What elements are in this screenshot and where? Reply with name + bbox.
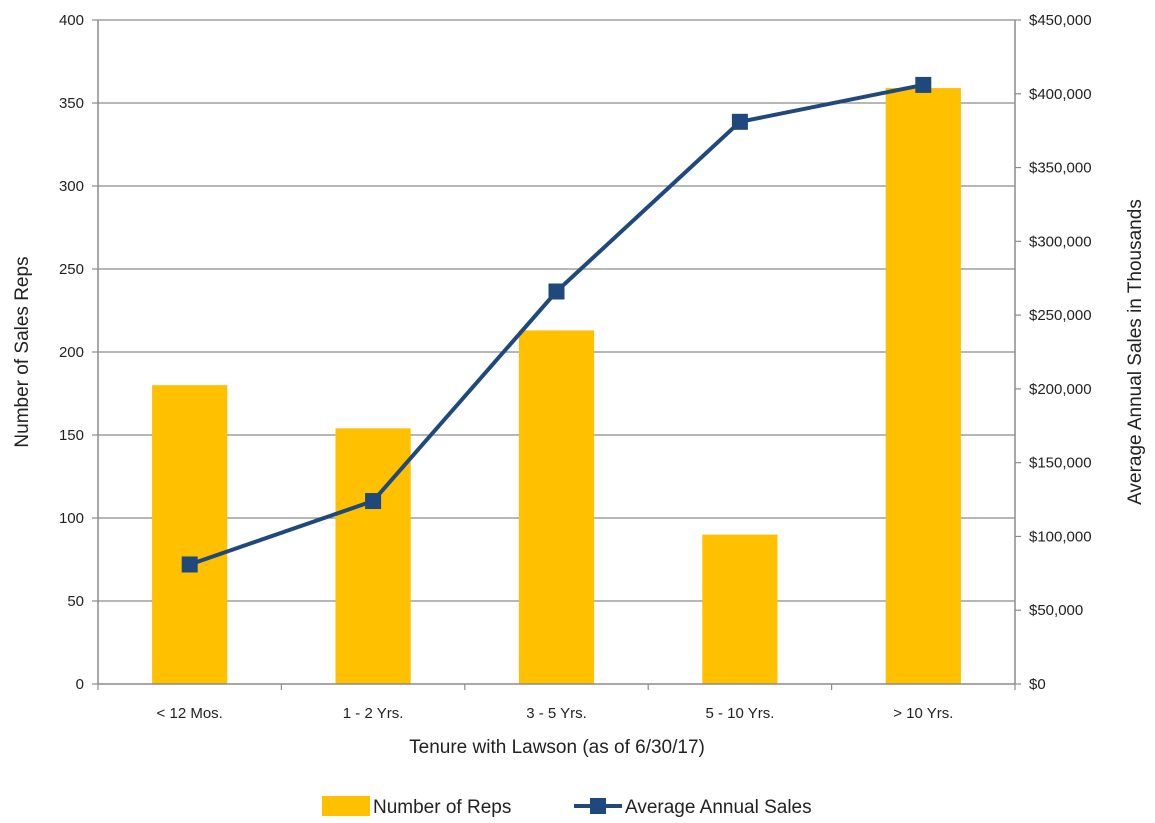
line-marker (365, 493, 382, 510)
y-tick-label: 0 (76, 676, 84, 693)
y2-tick-label: $50,000 (1029, 602, 1083, 619)
y-tick-label: 350 (59, 95, 84, 112)
y2-tick-label: $0 (1029, 676, 1046, 693)
y-tick-label: 400 (59, 12, 84, 29)
y-tick-label: 150 (59, 427, 84, 444)
y2-tick-label: $150,000 (1029, 455, 1092, 472)
y2-tick-label: $400,000 (1029, 86, 1092, 103)
y2-tick-label: $350,000 (1029, 160, 1092, 177)
legend-label-line: Average Annual Sales (625, 797, 812, 818)
bar (885, 88, 961, 684)
y-tick-label: 300 (59, 178, 84, 195)
y2-axis-title: Average Annual Sales in Thousands (1125, 199, 1146, 505)
y2-tick-label: $200,000 (1029, 381, 1092, 398)
x-tick-label: > 10 Yrs. (893, 705, 953, 722)
x-tick-label: 3 - 5 Yrs. (526, 705, 587, 722)
y2-tick-label: $100,000 (1029, 528, 1092, 545)
bar (518, 330, 595, 684)
y-axis-title: Number of Sales Reps (12, 256, 33, 447)
y-tick-label: 100 (59, 510, 84, 527)
y2-tick-label: $450,000 (1029, 12, 1092, 29)
line-marker (548, 283, 565, 300)
y-tick-label: 50 (67, 593, 84, 610)
line-marker (915, 76, 932, 93)
y2-tick-label: $250,000 (1029, 307, 1092, 324)
x-tick-label: < 12 Mos. (157, 705, 223, 722)
bar-series (152, 88, 961, 684)
x-tick-label: 1 - 2 Yrs. (343, 705, 404, 722)
legend-swatch-marker (590, 798, 606, 814)
x-axis-title: Tenure with Lawson (as of 6/30/17) (409, 737, 705, 758)
bar (702, 534, 778, 684)
y2-tick-label: $300,000 (1029, 233, 1092, 250)
bar (152, 385, 228, 684)
tick-labels: 0 50 100 150 200 250 300 350 400 $0 $50,000 $100,00… (59, 12, 1092, 722)
legend-label-bars: Number of Reps (373, 797, 511, 818)
line-series (181, 76, 932, 573)
line-marker (181, 556, 198, 573)
line-marker (731, 113, 748, 130)
y-tick-label: 200 (59, 344, 84, 361)
axes (92, 19, 1021, 690)
y-tick-label: 250 (59, 261, 84, 278)
bar (335, 428, 411, 684)
legend: Number of Reps Average Annual Sales (322, 796, 812, 818)
x-tick-label: 5 - 10 Yrs. (705, 705, 774, 722)
legend-swatch-bars (322, 796, 370, 816)
